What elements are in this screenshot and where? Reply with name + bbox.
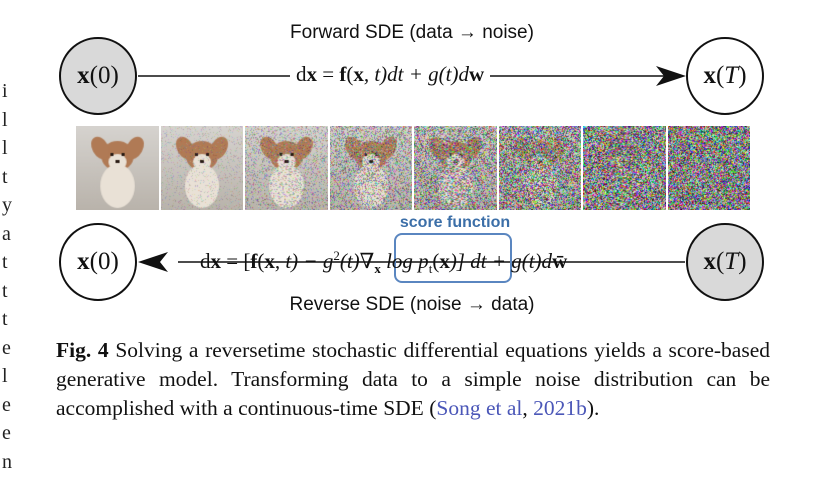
forward-sde-label: Forward SDE (data → noise)	[290, 22, 534, 43]
margin-letter: t	[2, 308, 8, 330]
figure-caption: Fig. 4 Solving a reversetime stochastic …	[56, 338, 770, 420]
margin-letter: y	[2, 194, 12, 216]
margin-letter: l	[2, 365, 8, 387]
x0-forward-node: x (0)	[59, 37, 137, 115]
margin-letter: t	[2, 279, 8, 302]
noise-step-image	[160, 126, 243, 210]
citation-year-link[interactable]: 2021b	[533, 396, 587, 420]
figure-4: Forward SDE (data → noise) x (0) x(T) dx …	[59, 22, 764, 315]
reverse-sde-label: Reverse SDE (noise → data)	[289, 294, 535, 315]
noise-step-image	[414, 126, 497, 210]
margin-letter: l	[2, 108, 8, 131]
margin-letter: t	[2, 251, 8, 273]
noise-step-image	[667, 126, 750, 210]
reverse-sde-equation: dx = [f(x, t) − g2(t)∇x log pt(x)] dt + …	[200, 248, 568, 277]
margin-letter: t	[2, 165, 8, 188]
margin-letter: a	[2, 222, 11, 245]
xT-reverse-node: x(T)	[686, 223, 764, 301]
score-function-box	[394, 233, 512, 283]
margin-letter: i	[2, 80, 8, 102]
x0-reverse-node: x (0)	[59, 223, 137, 301]
caption-label: Fig. 4	[56, 338, 109, 362]
forward-sde-equation: dx = f(x, t)dt + g(t)dw	[290, 62, 491, 87]
noise-step-image	[583, 126, 666, 210]
diffusion-image-strip	[76, 126, 750, 210]
margin-letter: e	[2, 336, 11, 359]
caption-text: Solving a reversetime stochastic differe…	[56, 338, 770, 420]
xT-forward-node: x(T)	[686, 37, 764, 115]
margin-letter: e	[2, 422, 11, 444]
noise-step-image	[498, 126, 581, 210]
citation-author-link[interactable]: Song et al	[436, 396, 523, 420]
noise-step-image	[245, 126, 328, 210]
noise-step-image	[329, 126, 412, 210]
score-function-label: score function	[399, 214, 511, 231]
margin-letter: n	[2, 450, 12, 473]
margin-letter: e	[2, 393, 11, 416]
noise-step-image	[76, 126, 159, 210]
margin-letter: l	[2, 137, 8, 159]
